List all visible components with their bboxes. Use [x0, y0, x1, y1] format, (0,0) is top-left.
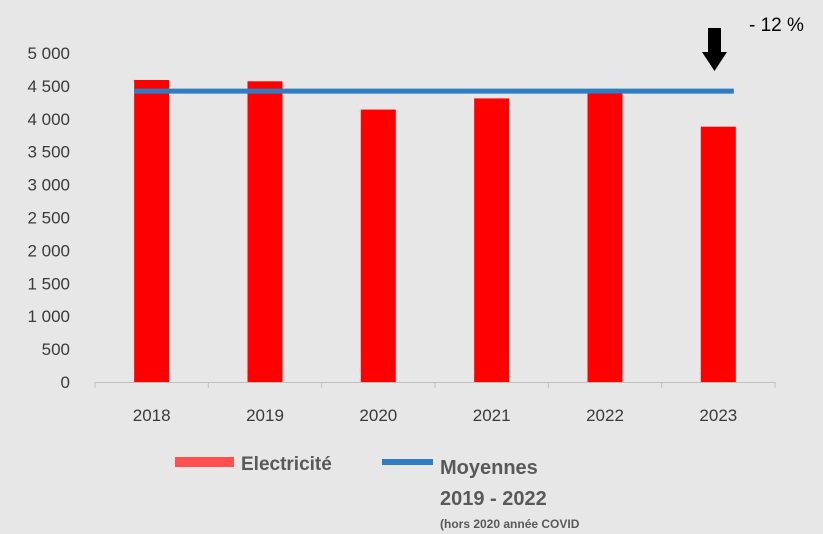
y-tick-label: 1 000	[27, 307, 70, 326]
legend-line-label: Moyennes	[440, 457, 538, 479]
y-tick-label: 4 500	[27, 77, 70, 96]
bar-2018	[134, 79, 170, 382]
bar-2020	[360, 109, 396, 382]
y-tick-label: 2 500	[27, 209, 70, 228]
y-tick-label: 4 000	[27, 110, 70, 129]
y-tick-label: 3 500	[27, 143, 70, 162]
x-tick-label: 2019	[246, 406, 284, 425]
legend-line-swatch	[382, 459, 433, 465]
y-tick-label: 0	[61, 373, 70, 392]
bar-2022	[587, 91, 623, 382]
bars	[134, 79, 736, 382]
legend-line-label-note: (hors 2020 année COVID	[440, 517, 580, 531]
bar-2021	[474, 98, 510, 382]
y-tick-label: 5 000	[27, 44, 70, 63]
x-tick-label: 2023	[699, 406, 737, 425]
x-tick-label: 2020	[359, 406, 397, 425]
bar-2019	[247, 81, 283, 382]
x-tick-label: 2021	[473, 406, 511, 425]
y-tick-label: 3 000	[27, 176, 70, 195]
x-axis-tick-labels: 2018 2019 2020 2021 2022 2023	[133, 406, 737, 425]
y-tick-label: 2 000	[27, 241, 70, 260]
y-tick-label: 1 500	[27, 274, 70, 293]
down-arrow-icon	[702, 28, 727, 71]
bar-2023	[700, 126, 736, 382]
y-tick-label: 500	[42, 340, 70, 359]
y-axis-tick-labels: 0 500 1 000 1 500 2 000 2 500 3 000 3 500 4 000 4…	[27, 44, 70, 392]
x-tick-label: 2022	[586, 406, 624, 425]
legend-bar-label: Electricité	[241, 454, 332, 475]
legend-bar-swatch	[175, 457, 234, 467]
x-axis-ticks	[94, 382, 776, 388]
legend-line-label-years: 2019 - 2022	[440, 488, 547, 510]
change-annotation: - 12 %	[749, 15, 804, 36]
x-tick-label: 2018	[133, 406, 171, 425]
legend: Electricité Moyennes 2019 - 2022 (hors 2…	[175, 454, 580, 531]
